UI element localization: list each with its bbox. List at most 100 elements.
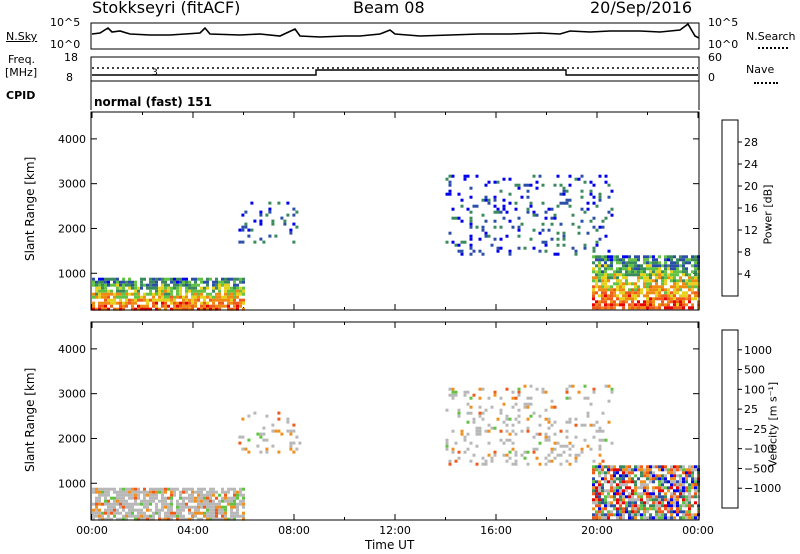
echo-cell bbox=[188, 283, 191, 287]
echo-cell bbox=[230, 277, 233, 281]
echo-cell bbox=[646, 261, 649, 265]
echo-cell bbox=[601, 486, 604, 490]
echo-cell bbox=[649, 255, 652, 259]
echo-cell bbox=[221, 514, 224, 518]
echo-cell bbox=[595, 501, 598, 505]
echo-cell bbox=[598, 429, 602, 433]
echo-cell bbox=[137, 508, 140, 512]
echo-cell bbox=[625, 483, 628, 487]
echo-cell bbox=[137, 490, 140, 494]
echo-cell bbox=[158, 487, 161, 491]
echo-cell bbox=[643, 489, 646, 493]
echo-cell bbox=[221, 304, 224, 308]
echo-cell bbox=[140, 508, 143, 512]
echo-cell bbox=[628, 495, 631, 499]
echo-cell bbox=[212, 487, 215, 491]
echo-cell bbox=[478, 249, 482, 253]
echo-cell bbox=[547, 228, 551, 232]
echo-cell bbox=[95, 307, 98, 311]
echo-cell bbox=[622, 483, 625, 487]
echo-cell bbox=[595, 255, 598, 259]
echo-cell bbox=[221, 517, 224, 521]
echo-cell bbox=[197, 517, 200, 521]
echo-cell bbox=[134, 301, 137, 305]
echo-cell bbox=[514, 207, 518, 211]
echo-cell bbox=[218, 295, 221, 299]
echo-cell bbox=[505, 423, 509, 427]
echo-cell bbox=[481, 252, 485, 256]
echo-cell bbox=[478, 432, 482, 436]
echo-cell bbox=[98, 493, 101, 497]
echo-cell bbox=[457, 243, 461, 247]
echo-cell bbox=[643, 501, 646, 505]
echo-cell bbox=[203, 499, 206, 503]
echo-cell bbox=[520, 222, 524, 226]
echo-cell bbox=[580, 447, 584, 451]
echo-cell bbox=[661, 300, 664, 304]
echo-cell bbox=[466, 390, 470, 394]
echo-cell bbox=[215, 514, 218, 518]
echo-cell bbox=[170, 298, 173, 302]
echo-cell bbox=[460, 198, 464, 202]
echo-cell bbox=[583, 210, 587, 214]
echo-cell bbox=[634, 288, 637, 292]
echo-cell bbox=[550, 399, 554, 403]
echo-cell bbox=[643, 492, 646, 496]
echo-cell bbox=[685, 273, 688, 277]
echo-cell bbox=[673, 294, 676, 298]
echo-cell bbox=[679, 477, 682, 481]
echo-cell bbox=[98, 508, 101, 512]
echo-cell bbox=[574, 435, 578, 439]
echo-cell bbox=[595, 240, 599, 244]
echo-cell bbox=[454, 441, 458, 445]
echo-cell bbox=[658, 297, 661, 301]
echo-cell bbox=[167, 298, 170, 302]
xtick-label: 00:00 bbox=[76, 524, 108, 537]
echo-cell bbox=[203, 304, 206, 308]
nsearch-tick-top: 10^5 bbox=[708, 16, 739, 29]
echo-cell bbox=[658, 492, 661, 496]
echo-cell bbox=[616, 261, 619, 265]
echo-cell bbox=[691, 471, 694, 475]
echo-cell bbox=[158, 292, 161, 296]
echo-cell bbox=[451, 174, 455, 178]
echo-cell bbox=[646, 300, 649, 304]
echo-cell bbox=[98, 517, 101, 521]
echo-cell bbox=[164, 289, 167, 293]
echo-cell bbox=[649, 474, 652, 478]
echo-cell bbox=[478, 237, 482, 241]
echo-cell bbox=[140, 277, 143, 281]
echo-cell bbox=[598, 237, 602, 241]
echo-cell bbox=[685, 468, 688, 472]
echo-cell bbox=[514, 453, 518, 457]
echo-cell bbox=[667, 276, 670, 280]
echo-cell bbox=[152, 283, 155, 287]
echo-cell bbox=[682, 486, 685, 490]
echo-cell bbox=[601, 276, 604, 280]
echo-cell bbox=[197, 283, 200, 287]
echo-cell bbox=[197, 487, 200, 491]
echo-cell bbox=[125, 301, 128, 305]
echo-cell bbox=[691, 291, 694, 295]
echo-cell bbox=[550, 447, 554, 451]
echo-cell bbox=[131, 304, 134, 308]
echo-cell bbox=[185, 283, 188, 287]
echo-cell bbox=[664, 498, 667, 502]
echo-cell bbox=[637, 510, 640, 514]
echo-cell bbox=[155, 307, 158, 311]
echo-cell bbox=[682, 489, 685, 493]
echo-cell bbox=[670, 468, 673, 472]
echo-cell bbox=[505, 210, 509, 214]
echo-cell bbox=[538, 231, 542, 235]
echo-cell bbox=[143, 505, 146, 509]
echo-cell bbox=[610, 465, 613, 469]
echo-cell bbox=[182, 280, 185, 284]
echo-cell bbox=[137, 487, 140, 491]
echo-cell bbox=[619, 270, 622, 274]
ytick-label: 1000 bbox=[58, 267, 86, 280]
echo-cell bbox=[601, 429, 605, 433]
echo-cell bbox=[176, 508, 179, 512]
echo-cell bbox=[113, 508, 116, 512]
echo-cell bbox=[475, 462, 479, 466]
